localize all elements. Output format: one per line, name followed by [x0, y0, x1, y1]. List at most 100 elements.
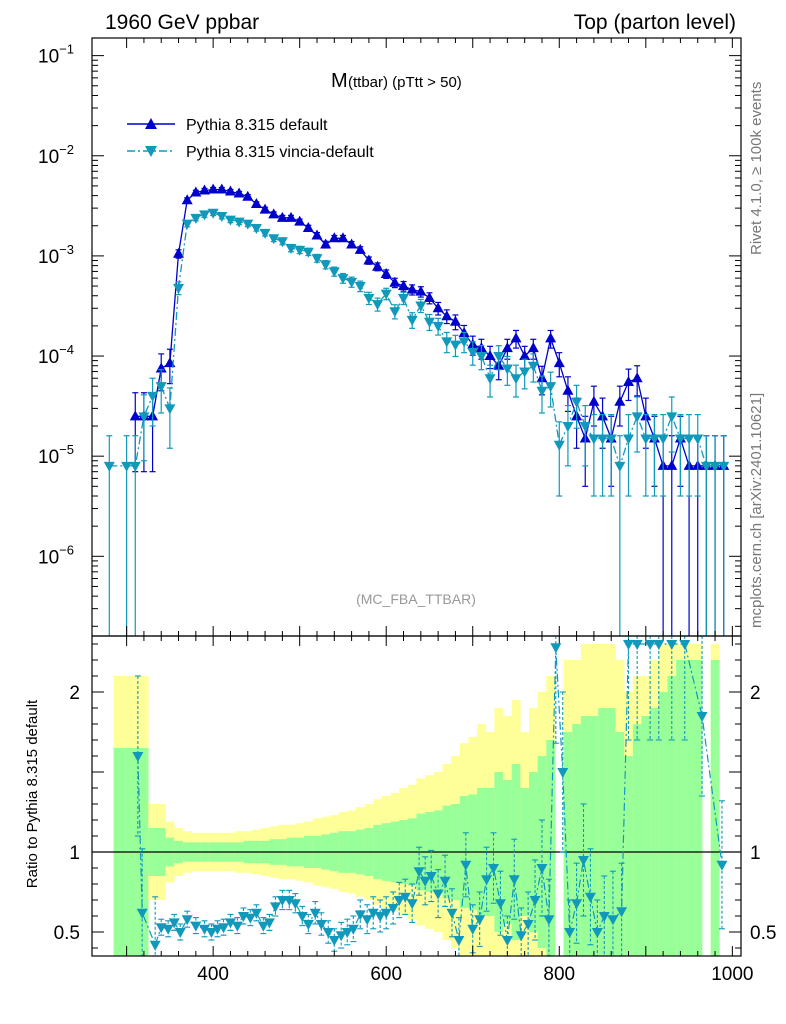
- ratio-series-point: [488, 864, 500, 874]
- ratio-series-point: [413, 867, 425, 878]
- ratio-series-point: [467, 924, 479, 935]
- ratio-band-green: [667, 676, 677, 956]
- series-vincia-point: [545, 382, 557, 393]
- plot-title-sub: (ttbar) (pTtt > 50): [348, 74, 462, 91]
- series-vincia-point: [328, 267, 340, 278]
- series-vincia-point: [250, 223, 262, 234]
- series-vincia-point: [605, 434, 617, 445]
- series-default-point: [363, 254, 375, 265]
- ratio-band-green: [615, 732, 625, 956]
- ratio-series-point: [289, 899, 301, 910]
- ratio-series-point: [198, 924, 210, 935]
- rivet-version-label: Rivet 4.1.0, ≥ 100k events: [748, 82, 765, 255]
- series-vincia-point: [597, 434, 609, 445]
- ratio-series-point: [347, 924, 359, 935]
- ratio-series-point: [302, 920, 314, 930]
- ratio-series-point: [132, 752, 144, 762]
- ratio-series-point: [354, 910, 366, 921]
- ratio-series-point: [494, 899, 506, 910]
- series-default-point: [181, 194, 193, 205]
- ratio-band-green: [572, 724, 582, 956]
- ratio-series-point: [460, 860, 472, 871]
- series-vincia-point: [224, 215, 236, 226]
- ratio-series-point: [623, 640, 635, 650]
- ratio-series-point: [557, 768, 569, 778]
- ratio-series-point: [536, 864, 548, 874]
- ratio-band-green: [693, 660, 703, 956]
- y-tick-exponent: −1: [59, 42, 74, 57]
- series-vincia-point: [337, 274, 349, 285]
- series-vincia-point: [475, 352, 487, 363]
- series-default-point: [398, 280, 410, 291]
- ratio-band-green: [598, 708, 608, 956]
- ratio-series-point: [481, 875, 493, 886]
- header-left-label: 1960 GeV ppbar: [105, 11, 259, 34]
- y-tick-label: 10−5: [38, 442, 74, 468]
- y-tick-label: 10−1: [38, 42, 74, 68]
- series-vincia-point: [562, 422, 574, 433]
- series-default-point: [519, 350, 531, 361]
- legend-default-label: Pythia 8.315 default: [186, 117, 328, 134]
- ratio-series-point: [315, 920, 327, 930]
- legend: Pythia 8.315 default Pythia 8.315 vincia…: [127, 117, 374, 161]
- ratio-series-point: [276, 896, 288, 906]
- ratio-series-point: [374, 912, 386, 922]
- series-default-point: [562, 384, 574, 395]
- ratio-series-point: [550, 643, 562, 654]
- series-vincia-point: [129, 461, 141, 472]
- series-vincia-point: [121, 461, 133, 472]
- ratio-band-green: [624, 756, 634, 956]
- series-vincia-point: [311, 254, 323, 265]
- ratio-series-point: [335, 931, 347, 942]
- ratio-series-point: [446, 908, 458, 919]
- series-vincia-point: [588, 434, 600, 445]
- series-vincia-point: [631, 412, 643, 423]
- ratio-series-point: [393, 896, 405, 906]
- legend-default-marker: [145, 118, 157, 129]
- legend-vincia-label: Pythia 8.315 vincia-default: [186, 144, 374, 161]
- analysis-label: (MC_FBA_TTBAR): [356, 591, 476, 607]
- series-default-point: [302, 221, 314, 232]
- ratio-series-point: [257, 921, 269, 932]
- ratio-band-green: [632, 724, 642, 956]
- series-vincia-point: [648, 434, 660, 445]
- series-default-point: [190, 186, 202, 197]
- ratio-series-point: [439, 876, 451, 887]
- series-vincia-point: [372, 300, 384, 311]
- series-default-point: [501, 342, 513, 353]
- series-default-point: [553, 357, 565, 368]
- series-vincia-point: [415, 301, 427, 312]
- series-vincia-point: [692, 434, 704, 445]
- series-default-point: [294, 215, 306, 226]
- ratio-y-tick-label-right: 2: [750, 683, 761, 704]
- series-vincia-point: [389, 307, 401, 318]
- y-tick-exponent: −4: [59, 342, 74, 357]
- series-default-point: [372, 260, 384, 271]
- series-vincia-point: [493, 352, 505, 363]
- ratio-series-point: [224, 918, 236, 929]
- series-default-point: [588, 395, 600, 406]
- ratio-band-green: [658, 692, 668, 956]
- ratio-series-point: [474, 915, 486, 926]
- series-default-point: [129, 410, 141, 421]
- ratio-series-point: [653, 640, 665, 650]
- series-vincia-point: [423, 317, 435, 328]
- ratio-series-point: [380, 908, 392, 919]
- ratio-series-point: [211, 924, 223, 935]
- ratio-band-green: [580, 716, 590, 956]
- series-vincia-point: [700, 461, 712, 472]
- ratio-series-point: [309, 908, 321, 919]
- series-vincia-point: [441, 337, 453, 348]
- y-tick-exponent: −2: [59, 142, 74, 157]
- series-vincia-point: [233, 217, 245, 228]
- series-default-point: [666, 459, 678, 470]
- ratio-series-point: [367, 908, 379, 919]
- ratio-series-point: [231, 921, 243, 932]
- series-vincia-point: [190, 213, 202, 224]
- series-vincia-point: [216, 212, 228, 223]
- legend-vincia-marker: [145, 146, 157, 157]
- series-default-point: [250, 197, 262, 208]
- series-default-point: [224, 185, 236, 196]
- ratio-series-point: [631, 640, 643, 650]
- series-default-point: [259, 203, 271, 214]
